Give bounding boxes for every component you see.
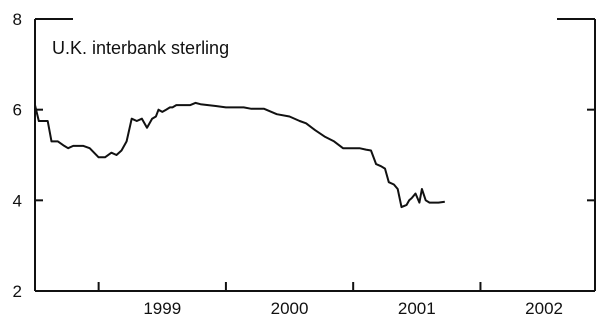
- x-tick-label: 2001: [398, 299, 436, 318]
- tick-labels: 2 4 6 8 1999 2000 2001 2002: [13, 10, 563, 318]
- x-tick-label: 1999: [143, 299, 181, 318]
- chart-axes: [34, 18, 596, 292]
- chart-title: U.K. interbank sterling: [52, 38, 229, 58]
- y-tick-label: 6: [13, 101, 22, 120]
- tick-marks: [35, 18, 595, 292]
- y-tick-label: 4: [13, 191, 22, 210]
- x-tick-label: 2000: [271, 299, 309, 318]
- y-tick-label: 8: [13, 10, 22, 29]
- series-line: [34, 101, 445, 209]
- x-tick-label: 2002: [525, 299, 563, 318]
- y-tick-label: 2: [13, 282, 22, 301]
